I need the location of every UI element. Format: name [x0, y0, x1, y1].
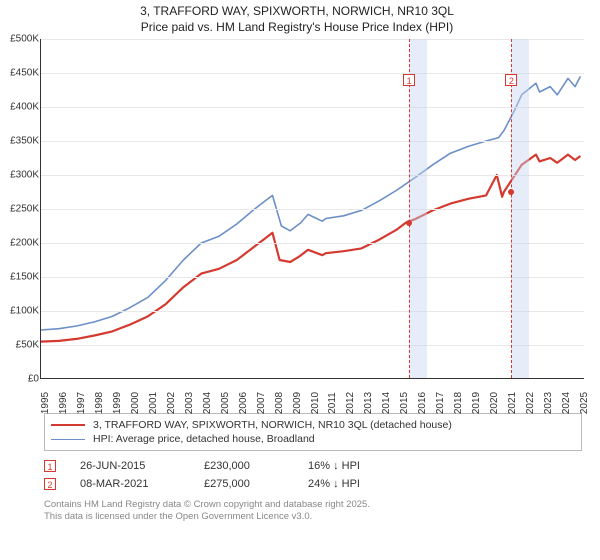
y-tick-label: £500K	[5, 34, 39, 45]
x-tick-label: 2020	[489, 392, 500, 414]
legend-item: HPI: Average price, detached house, Broa…	[51, 432, 575, 446]
x-tick-label: 2019	[471, 392, 482, 414]
sale-record-row: 2 08-MAR-2021 £275,000 24% ↓ HPI	[44, 475, 582, 493]
chart-title: 3, TRAFFORD WAY, SPIXWORTH, NORWICH, NR1…	[4, 4, 590, 35]
gridline-h	[41, 209, 584, 210]
y-tick-label: £200K	[5, 238, 39, 249]
footnote-line-2: This data is licensed under the Open Gov…	[44, 511, 582, 523]
gridline-h	[41, 107, 584, 108]
x-tick-label: 1996	[58, 392, 69, 414]
x-tick-label: 1995	[40, 392, 51, 414]
x-tick-label: 2024	[561, 392, 572, 414]
x-tick-label: 2002	[166, 392, 177, 414]
gridline-h	[41, 73, 584, 74]
legend-label: 3, TRAFFORD WAY, SPIXWORTH, NORWICH, NR1…	[93, 419, 452, 431]
footnote-line-1: Contains HM Land Registry data © Crown c…	[44, 499, 582, 511]
series-line	[41, 155, 580, 342]
chart-area: £0£50K£100K£150K£200K£250K£300K£350K£400…	[40, 39, 584, 407]
y-tick-label: £250K	[5, 204, 39, 215]
title-line-2: Price paid vs. HM Land Registry's House …	[4, 20, 590, 36]
x-tick-label: 2012	[345, 392, 356, 414]
sale-record-diff: 16% ↓ HPI	[308, 460, 360, 472]
gridline-h	[41, 345, 584, 346]
x-tick-label: 2022	[525, 392, 536, 414]
y-tick-label: £100K	[5, 306, 39, 317]
x-tick-label: 2018	[453, 392, 464, 414]
x-tick-label: 2008	[274, 392, 285, 414]
sale-record-date: 08-MAR-2021	[80, 478, 180, 490]
x-tick-label: 2021	[507, 392, 518, 414]
x-tick-label: 2023	[543, 392, 554, 414]
plot-region: £0£50K£100K£150K£200K£250K£300K£350K£400…	[40, 39, 584, 379]
x-tick-label: 2016	[417, 392, 428, 414]
y-tick-label: £0	[5, 374, 39, 385]
x-tick-label: 1997	[76, 392, 87, 414]
x-tick-label: 2015	[399, 392, 410, 414]
sale-dot	[508, 189, 514, 195]
sale-record-row: 1 26-JUN-2015 £230,000 16% ↓ HPI	[44, 457, 582, 475]
y-tick-label: £450K	[5, 68, 39, 79]
gridline-h	[41, 141, 584, 142]
gridline-h	[41, 311, 584, 312]
sale-vline	[511, 39, 512, 378]
gridline-h	[41, 175, 584, 176]
y-tick-label: £350K	[5, 136, 39, 147]
x-tick-label: 1999	[112, 392, 123, 414]
x-tick-label: 2000	[130, 392, 141, 414]
legend-item: 3, TRAFFORD WAY, SPIXWORTH, NORWICH, NR1…	[51, 418, 575, 432]
y-tick-label: £150K	[5, 272, 39, 283]
x-tick-label: 2001	[148, 392, 159, 414]
x-tick-label: 2010	[310, 392, 321, 414]
x-tick-label: 2005	[220, 392, 231, 414]
sale-record-price: £230,000	[204, 460, 284, 472]
shaded-band	[409, 39, 427, 378]
x-axis-labels: 1995199619971998199920002001200220032004…	[40, 381, 584, 407]
x-tick-label: 2011	[327, 392, 338, 414]
x-tick-label: 2014	[381, 392, 392, 414]
y-tick-label: £400K	[5, 102, 39, 113]
x-tick-label: 2013	[363, 392, 374, 414]
title-line-1: 3, TRAFFORD WAY, SPIXWORTH, NORWICH, NR1…	[4, 4, 590, 20]
legend: 3, TRAFFORD WAY, SPIXWORTH, NORWICH, NR1…	[44, 413, 582, 451]
sale-marker: 1	[403, 74, 415, 86]
gridline-h	[41, 277, 584, 278]
x-tick-label: 2009	[292, 392, 303, 414]
x-tick-label: 2007	[256, 392, 267, 414]
sale-marker: 2	[505, 74, 517, 86]
gridline-h	[41, 243, 584, 244]
sale-record-marker: 2	[44, 478, 56, 490]
sale-record-diff: 24% ↓ HPI	[308, 478, 360, 490]
x-tick-label: 2006	[238, 392, 249, 414]
x-tick-label: 2004	[202, 392, 213, 414]
x-tick-label: 1998	[94, 392, 105, 414]
gridline-h	[41, 39, 584, 40]
sale-record-date: 26-JUN-2015	[80, 460, 180, 472]
sale-records: 1 26-JUN-2015 £230,000 16% ↓ HPI 2 08-MAR-202…	[44, 457, 582, 493]
sale-dot	[406, 220, 412, 226]
x-tick-label: 2017	[435, 392, 446, 414]
sale-record-marker: 1	[44, 460, 56, 472]
series-line	[41, 77, 580, 331]
sale-record-price: £275,000	[204, 478, 284, 490]
legend-swatch	[51, 439, 85, 440]
legend-label: HPI: Average price, detached house, Broa…	[93, 433, 315, 445]
footnote: Contains HM Land Registry data © Crown c…	[44, 499, 582, 523]
y-tick-label: £300K	[5, 170, 39, 181]
chart-container: 3, TRAFFORD WAY, SPIXWORTH, NORWICH, NR1…	[0, 0, 600, 560]
x-tick-label: 2025	[579, 392, 590, 414]
x-tick-label: 2003	[184, 392, 195, 414]
sale-vline	[409, 39, 410, 378]
legend-swatch	[51, 424, 85, 426]
y-tick-label: £50K	[5, 340, 39, 351]
shaded-band	[511, 39, 529, 378]
